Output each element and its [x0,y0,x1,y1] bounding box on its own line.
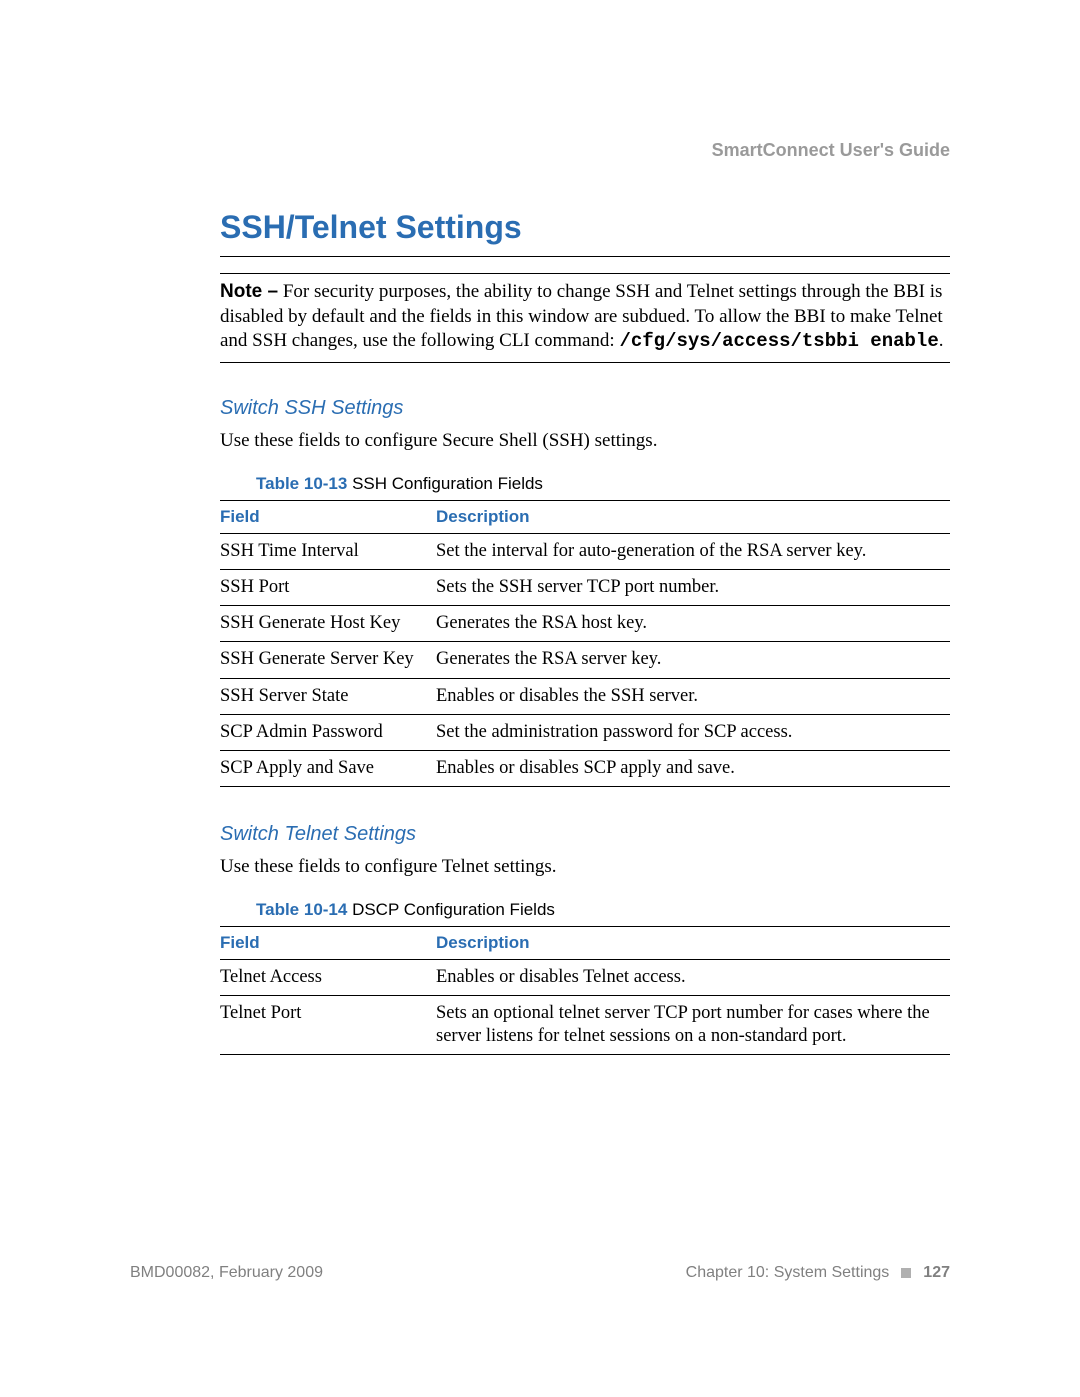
table-row: SCP Admin Password Set the administratio… [220,714,950,750]
page-number: 127 [923,1264,950,1282]
cell-desc: Set the administration password for SCP … [436,714,950,750]
table-row: Telnet Port Sets an optional telnet serv… [220,996,950,1055]
cell-desc: Enables or disables the SSH server. [436,678,950,714]
cell-desc: Sets the SSH server TCP port number. [436,570,950,606]
footer-left: BMD00082, February 2009 [130,1264,323,1282]
table-row: SSH Server State Enables or disables the… [220,678,950,714]
cell-desc: Generates the RSA host key. [436,606,950,642]
section-intro-telnet: Use these fields to configure Telnet set… [220,856,950,878]
table-header-row: Field Description [220,926,950,959]
cell-field: SSH Server State [220,678,436,714]
section-heading-ssh: Switch SSH Settings [220,397,950,420]
cell-field: Telnet Port [220,996,436,1055]
ssh-config-table: Field Description SSH Time Interval Set … [220,500,950,787]
section-heading-telnet: Switch Telnet Settings [220,823,950,846]
table-header-row: Field Description [220,501,950,534]
cell-field: SSH Generate Host Key [220,606,436,642]
footer-right: Chapter 10: System Settings 127 [686,1264,950,1282]
cell-desc: Generates the RSA server key. [436,642,950,678]
table-row: SSH Generate Host Key Generates the RSA … [220,606,950,642]
table-caption-telnet: Table 10-14 DSCP Configuration Fields [256,900,950,920]
cell-field: SSH Port [220,570,436,606]
cell-field: Telnet Access [220,959,436,995]
col-field-header: Field [220,501,436,534]
col-desc-header: Description [436,926,950,959]
cell-field: SSH Generate Server Key [220,642,436,678]
footer-square-icon [901,1268,911,1278]
table-row: SSH Time Interval Set the interval for a… [220,534,950,570]
note-label: Note – [220,281,278,302]
document-page: SmartConnect User's Guide SSH/Telnet Set… [0,0,1080,1397]
table-number: Table 10-13 [256,474,347,493]
section-intro-ssh: Use these fields to configure Secure She… [220,430,950,452]
cell-field: SSH Time Interval [220,534,436,570]
cell-desc: Sets an optional telnet server TCP port … [436,996,950,1055]
telnet-config-table: Field Description Telnet Access Enables … [220,926,950,1055]
cell-desc: Enables or disables Telnet access. [436,959,950,995]
footer-chapter: Chapter 10: System Settings [686,1264,890,1282]
note-period: . [939,330,944,351]
page-title: SSH/Telnet Settings [220,209,950,257]
table-number: Table 10-14 [256,900,347,919]
table-row: SSH Generate Server Key Generates the RS… [220,642,950,678]
cell-field: SCP Apply and Save [220,750,436,786]
cell-desc: Enables or disables SCP apply and save. [436,750,950,786]
cell-field: SCP Admin Password [220,714,436,750]
table-caption-ssh: Table 10-13 SSH Configuration Fields [256,474,950,494]
table-row: Telnet Access Enables or disables Telnet… [220,959,950,995]
note-block: Note – For security purposes, the abilit… [220,273,950,363]
col-desc-header: Description [436,501,950,534]
running-header: SmartConnect User's Guide [220,140,950,161]
page-footer: BMD00082, February 2009 Chapter 10: Syst… [130,1264,950,1282]
col-field-header: Field [220,926,436,959]
table-row: SCP Apply and Save Enables or disables S… [220,750,950,786]
cli-command: /cfg/sys/access/tsbbi enable [619,330,938,352]
table-caption-text: SSH Configuration Fields [347,474,543,493]
cell-desc: Set the interval for auto-generation of … [436,534,950,570]
table-caption-text: DSCP Configuration Fields [347,900,555,919]
table-row: SSH Port Sets the SSH server TCP port nu… [220,570,950,606]
